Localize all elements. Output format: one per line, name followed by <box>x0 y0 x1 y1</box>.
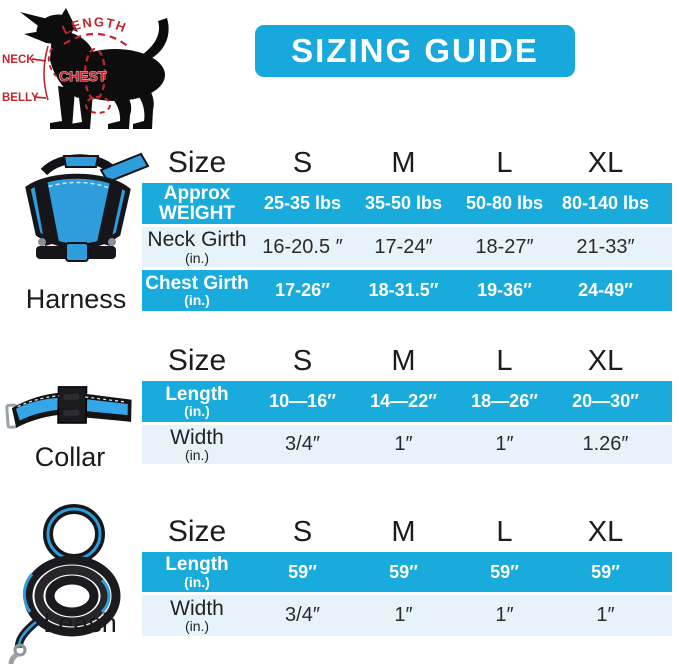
row-label-line2: WEIGHT <box>159 202 235 224</box>
table-cell: 1″ <box>394 433 413 455</box>
leash-caption: Leash <box>43 608 117 638</box>
collar-size-table: Size S M L XL Length (in.) 10—16″ 14—22″… <box>142 344 672 467</box>
row-label-line2: (in.) <box>184 249 210 266</box>
collar-caption: Collar <box>34 442 106 472</box>
table-cell: 59″ <box>389 561 418 582</box>
row-label: Chest Girth (in.) <box>142 272 252 309</box>
leash-product-image <box>8 504 121 664</box>
table-cell: 17-26″ <box>275 280 330 300</box>
column-header-size: Size <box>167 344 227 377</box>
row-label-line1: Chest Girth <box>145 272 249 294</box>
page-title: SIZING GUIDE <box>255 25 575 77</box>
table-cell: 17-24″ <box>374 235 433 258</box>
row-label-line1: Approx <box>163 183 231 205</box>
column-header-l: L <box>496 147 513 179</box>
table-cell: 1.26″ <box>582 433 629 455</box>
collar-table-header: Size S M L XL <box>142 344 672 378</box>
harness-caption: Harness <box>25 284 127 314</box>
column-header-xl: XL <box>587 345 624 377</box>
table-cell: 1″ <box>596 604 615 626</box>
row-label-line2: (in.) <box>184 292 210 309</box>
row-label-line2: (in.) <box>184 403 210 420</box>
harness-product-image <box>25 152 150 262</box>
row-label-line1: Width <box>170 425 224 449</box>
row-label: Width (in.) <box>142 425 252 464</box>
row-label-line1: Length <box>165 554 229 576</box>
table-cell: 18-27″ <box>475 235 534 258</box>
column-header-size: Size <box>167 146 227 179</box>
table-cell: 59″ <box>591 561 620 582</box>
column-header-m: M <box>391 147 416 179</box>
column-header-m: M <box>391 345 416 377</box>
harness-neck-girth-row: Neck Girth (in.) 16-20.5 ″ 17-24″ 18-27″… <box>142 227 672 267</box>
column-header-m: M <box>391 516 416 548</box>
leash-table-header: Size S M L XL <box>142 515 672 549</box>
column-header-xl: XL <box>587 147 624 179</box>
table-cell: 3/4″ <box>285 604 320 626</box>
row-label: Approx WEIGHT <box>142 184 252 223</box>
column-header-xl: XL <box>587 516 624 548</box>
table-cell: 21-33″ <box>576 235 635 258</box>
harness-size-table: Size S M L XL Approx WEIGHT 25-35 lbs 35… <box>142 146 672 314</box>
table-cell: 59″ <box>490 561 519 582</box>
table-cell: 24-49″ <box>578 280 633 300</box>
harness-weight-row: Approx WEIGHT 25-35 lbs 35-50 lbs 50-80 … <box>142 183 672 224</box>
column-header-s: S <box>292 147 313 179</box>
row-label-line2: (in.) <box>184 447 210 464</box>
table-cell: 50-80 lbs <box>465 193 544 213</box>
table-cell: 1″ <box>394 604 413 626</box>
harness-chest-girth-row: Chest Girth (in.) 17-26″ 18-31.5″ 19-36″… <box>142 270 672 311</box>
leash-width-row: Width (in.) 3/4″ 1″ 1″ 1″ <box>142 595 672 636</box>
collar-length-row: Length (in.) 10—16″ 14—22″ 18—26″ 20—30″ <box>142 381 672 422</box>
collar-product-image <box>5 386 132 429</box>
row-label: Length (in.) <box>142 383 252 420</box>
table-cell: 10—16″ <box>269 391 336 411</box>
table-cell: 25-35 lbs <box>263 193 342 213</box>
column-header-s: S <box>292 345 313 377</box>
harness-table-header: Size S M L XL <box>142 146 672 180</box>
leash-size-table: Size S M L XL Length (in.) 59″ 59″ 59″ 5… <box>142 515 672 639</box>
collar-width-row: Width (in.) 3/4″ 1″ 1″ 1.26″ <box>142 425 672 464</box>
table-cell: 80-140 lbs <box>561 193 650 213</box>
table-cell: 18-31.5″ <box>368 280 439 300</box>
table-cell: 19-36″ <box>477 280 532 300</box>
column-header-s: S <box>292 516 313 548</box>
row-label-line2: (in.) <box>184 573 210 590</box>
row-label-line2: (in.) <box>184 618 210 635</box>
row-label-line1: Neck Girth <box>147 228 247 252</box>
dog-measurement-diagram: LENGTH NECK CHEST BELLY <box>2 8 169 129</box>
table-cell: 18—26″ <box>471 391 538 411</box>
table-cell: 35-50 lbs <box>364 193 443 213</box>
neck-measure-label: NECK <box>2 54 35 66</box>
table-cell: 1″ <box>495 433 514 455</box>
row-label: Neck Girth (in.) <box>142 229 252 265</box>
row-label-line1: Width <box>170 596 224 620</box>
table-cell: 14—22″ <box>370 391 437 411</box>
column-header-l: L <box>496 516 513 548</box>
table-cell: 16-20.5 ″ <box>262 235 343 258</box>
column-header-l: L <box>496 345 513 377</box>
measurement-marks <box>31 32 131 114</box>
table-cell: 20—30″ <box>572 391 639 411</box>
leash-length-row: Length (in.) 59″ 59″ 59″ 59″ <box>142 552 672 592</box>
dog-silhouette <box>20 8 169 129</box>
row-label: Length (in.) <box>142 555 252 589</box>
belly-measure-label: BELLY <box>2 92 39 104</box>
row-label-line1: Length <box>165 383 229 405</box>
table-cell: 59″ <box>288 561 317 582</box>
column-header-size: Size <box>167 515 227 548</box>
table-cell: 1″ <box>495 604 514 626</box>
table-cell: 3/4″ <box>285 433 320 455</box>
chest-measure-label: CHEST <box>59 68 107 84</box>
row-label: Width (in.) <box>142 596 252 635</box>
